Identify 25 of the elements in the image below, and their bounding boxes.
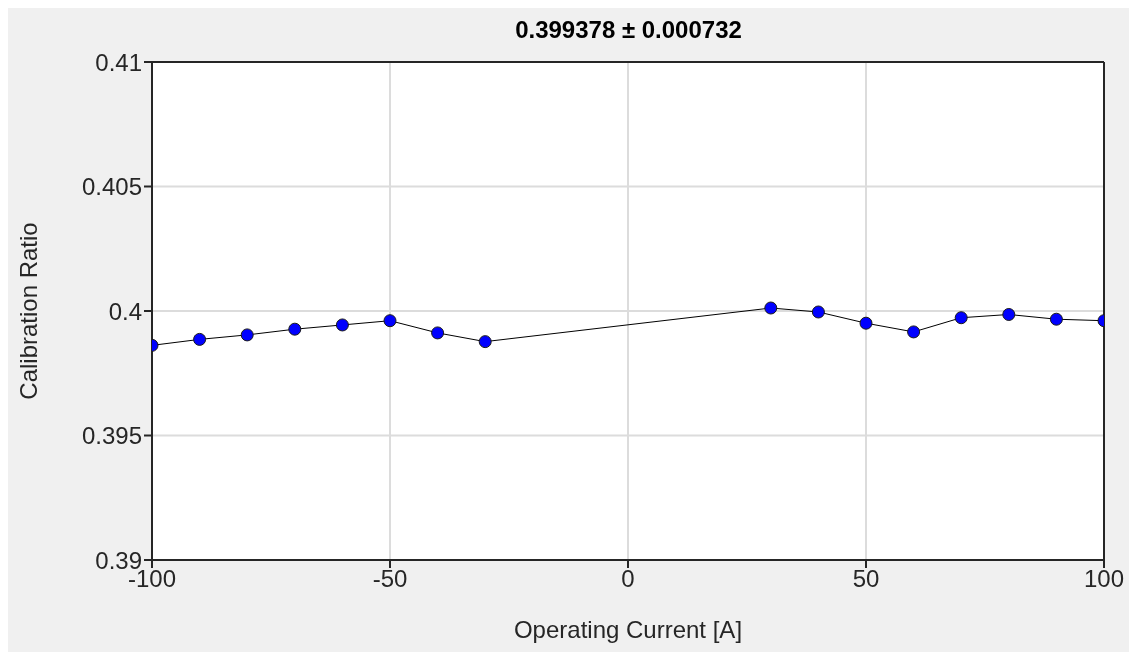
- x-axis-title: Operating Current [A]: [513, 616, 743, 643]
- y-tick-label: 0.395: [81, 422, 142, 450]
- chart-title: 0.399378 ± 0.000732: [514, 16, 743, 44]
- point: [907, 325, 921, 339]
- point: [383, 314, 397, 328]
- y-axis-title: Calibration Ratio: [14, 222, 42, 400]
- x-tick-label: 0: [621, 565, 635, 593]
- point: [431, 326, 445, 340]
- point: [1002, 307, 1016, 321]
- y-tick-label: 0.405: [81, 173, 142, 201]
- point: [859, 316, 873, 330]
- x-tick-label: -50: [372, 565, 408, 593]
- y-tick-label: 0.4: [108, 297, 142, 325]
- point: [335, 318, 349, 332]
- point: [811, 305, 825, 319]
- point: [954, 311, 968, 325]
- point: [764, 301, 778, 315]
- point: [478, 335, 492, 349]
- point: [240, 328, 254, 342]
- x-tick-label: 50: [852, 565, 880, 593]
- point: [1049, 312, 1063, 326]
- x-tick-label: 100: [1083, 565, 1125, 593]
- point: [193, 332, 207, 346]
- point: [288, 322, 302, 336]
- y-tick-label: 0.41: [95, 48, 142, 76]
